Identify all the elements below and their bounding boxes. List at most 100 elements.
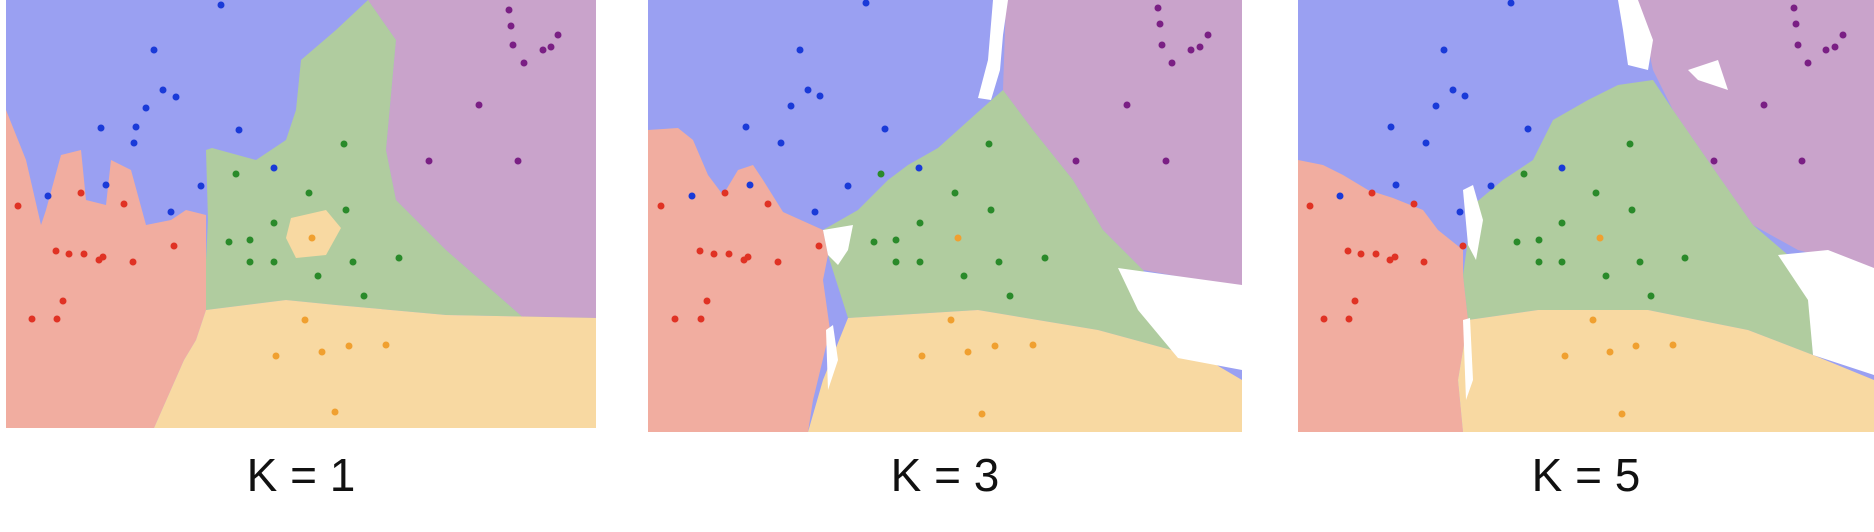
orange-point xyxy=(309,235,316,242)
blue-point xyxy=(788,103,795,110)
blue-point xyxy=(45,193,52,200)
green-point xyxy=(271,220,278,227)
purple-point xyxy=(1163,158,1170,165)
orange-point xyxy=(383,342,390,349)
green-point xyxy=(247,237,254,244)
blue-point xyxy=(1559,165,1566,172)
orange-point xyxy=(955,235,962,242)
red-point xyxy=(1369,190,1376,197)
red-point xyxy=(658,203,665,210)
blue-point xyxy=(1393,182,1400,189)
red-point xyxy=(54,316,61,323)
decision-regions-k1 xyxy=(6,0,596,432)
red-point xyxy=(100,254,107,261)
red-point xyxy=(711,251,718,258)
green-point xyxy=(1603,273,1610,280)
red-point xyxy=(722,190,729,197)
purple-point xyxy=(515,158,522,165)
green-point xyxy=(917,220,924,227)
blue-point xyxy=(778,140,785,147)
blue-point xyxy=(143,105,150,112)
green-point xyxy=(315,273,322,280)
panel-caption: K = 5 xyxy=(1298,452,1874,498)
red-point xyxy=(15,203,22,210)
blue-point xyxy=(151,47,158,54)
green-point xyxy=(1521,171,1528,178)
panel-k5: K = 5 xyxy=(1298,0,1874,500)
purple-point xyxy=(1840,32,1847,39)
red-point xyxy=(1352,298,1359,305)
purple-point xyxy=(1188,47,1195,54)
blue-point xyxy=(131,140,138,147)
green-point xyxy=(361,293,368,300)
orange-point xyxy=(332,409,339,416)
green-point xyxy=(988,207,995,214)
blue-point xyxy=(743,124,750,131)
orange-point xyxy=(319,349,326,356)
purple-point xyxy=(506,7,513,14)
purple-point xyxy=(548,44,555,51)
orange-point xyxy=(1562,353,1569,360)
orange-point xyxy=(992,343,999,350)
orange-point xyxy=(1597,235,1604,242)
red-point xyxy=(765,201,772,208)
blue-point xyxy=(1433,103,1440,110)
green-point xyxy=(1536,259,1543,266)
green-point xyxy=(917,259,924,266)
red-point xyxy=(1346,316,1353,323)
red-point xyxy=(1307,203,1314,210)
orange-point xyxy=(948,317,955,324)
purple-point xyxy=(476,102,483,109)
purple-point xyxy=(426,158,433,165)
purple-point xyxy=(1157,21,1164,28)
red-point xyxy=(1345,248,1352,255)
orange-point xyxy=(302,317,309,324)
decision-regions-k5 xyxy=(1298,0,1874,432)
blue-point xyxy=(133,124,140,131)
green-point xyxy=(271,259,278,266)
blue-point xyxy=(1388,124,1395,131)
green-point xyxy=(996,259,1003,266)
green-point xyxy=(343,207,350,214)
blue-point xyxy=(1441,47,1448,54)
green-point xyxy=(1559,259,1566,266)
orange-point xyxy=(1030,342,1037,349)
orange-point xyxy=(346,343,353,350)
red-point xyxy=(81,251,88,258)
blue-point xyxy=(1457,209,1464,216)
green-point xyxy=(952,190,959,197)
green-point xyxy=(986,141,993,148)
orange-point xyxy=(1670,342,1677,349)
red-point xyxy=(78,190,85,197)
purple-point xyxy=(1124,102,1131,109)
blue-point xyxy=(160,87,167,94)
purple-point xyxy=(1205,32,1212,39)
blue-point xyxy=(747,182,754,189)
red-point xyxy=(121,201,128,208)
green-point xyxy=(1682,255,1689,262)
green-point xyxy=(1514,239,1521,246)
purple-point xyxy=(540,47,547,54)
green-point xyxy=(233,171,240,178)
purple-point xyxy=(1832,44,1839,51)
green-point xyxy=(1007,293,1014,300)
blue-point xyxy=(1525,126,1532,133)
decision-regions-k3 xyxy=(648,0,1242,432)
panel-caption: K = 1 xyxy=(6,452,596,498)
green-point xyxy=(1629,207,1636,214)
red-point xyxy=(66,251,73,258)
red-point xyxy=(697,248,704,255)
purple-point xyxy=(1793,21,1800,28)
green-point xyxy=(871,239,878,246)
blue-point xyxy=(236,127,243,134)
purple-point xyxy=(1795,42,1802,49)
green-point xyxy=(396,255,403,262)
red-point xyxy=(1358,251,1365,258)
red-point xyxy=(816,243,823,250)
red-point xyxy=(1321,316,1328,323)
green-point xyxy=(878,171,885,178)
red-point xyxy=(171,243,178,250)
red-point xyxy=(1421,259,1428,266)
green-point xyxy=(1637,259,1644,266)
blue-point xyxy=(198,183,205,190)
